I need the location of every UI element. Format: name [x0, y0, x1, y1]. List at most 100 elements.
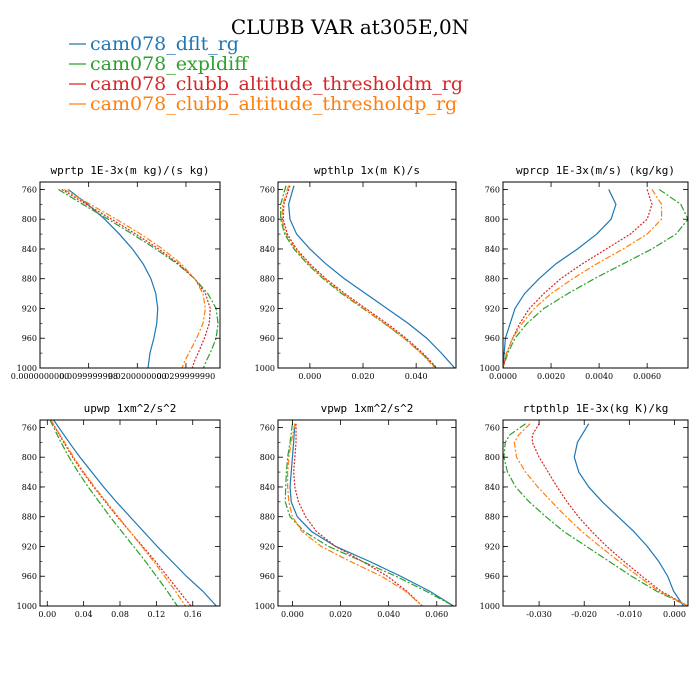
panel-1: wpthlp 1x(m K)/s 760 800 840 880 920 960 1000 0.… [255, 164, 457, 381]
xtick-label-5-2: -0.010 [617, 610, 643, 619]
ytick-label-1-0: 760 [260, 185, 275, 194]
series-line-3-3 [50, 420, 186, 606]
panel-frame-2 [502, 181, 689, 369]
xtick-label-2-1: 0.0020 [537, 372, 565, 381]
ytick-label-4-0: 760 [260, 423, 275, 432]
series-line-4-1 [284, 423, 454, 606]
ytick-label-4-1: 800 [260, 453, 275, 462]
ytick-label-5-0: 760 [485, 423, 500, 432]
panel-frame-0 [39, 181, 221, 369]
figure-title: CLUBB VAR at305E,0N [231, 15, 469, 39]
series-line-4-0 [289, 423, 454, 606]
xtick-label-1-0: 0.000 [298, 372, 321, 381]
panel-frame-4 [277, 419, 457, 607]
xtick-label-5-1: -0.020 [571, 610, 597, 619]
xtick-label-4-1: 0.020 [329, 610, 352, 619]
ytick-label-5-5: 960 [485, 572, 500, 581]
panel-title-0: wprtp 1E-3x(m kg)/(s kg) [51, 164, 210, 177]
panel-frame-3 [39, 419, 221, 607]
panel-title-2: wprcp 1E-3x(m/s) (kg/kg) [516, 164, 675, 177]
series-line-0-2 [61, 188, 211, 368]
xtick-label-3-3: 0.12 [147, 610, 165, 619]
ytick-label-2-2: 840 [485, 245, 500, 254]
xtick-label-2-2: 0.0040 [585, 372, 613, 381]
ytick-label-3-6: 1000 [17, 602, 37, 611]
ytick-label-2-6: 1000 [480, 364, 500, 373]
xtick-label-1-2: 0.040 [405, 372, 428, 381]
panel-title-1: wpthlp 1x(m K)/s [314, 164, 420, 177]
panel-0: wprtp 1E-3x(m kg)/(s kg) 760 800 840 880 920 9… [11, 164, 221, 381]
ytick-label-2-4: 920 [485, 304, 500, 313]
ytick-label-5-4: 920 [485, 542, 500, 551]
panel-frame-1 [277, 181, 457, 369]
legend-label-0: cam078_dflt_rg [90, 33, 239, 55]
ytick-label-4-6: 1000 [255, 602, 275, 611]
series-line-1-1 [280, 185, 437, 368]
series-line-2-2 [503, 189, 653, 368]
legend-label-3: cam078_clubb_altitude_thresholdp_rg [90, 93, 457, 115]
ytick-label-0-6: 1000 [17, 364, 37, 373]
panel-title-3: upwp 1xm^2/s^2 [84, 402, 177, 415]
ytick-label-3-5: 960 [22, 572, 37, 581]
ytick-label-3-4: 920 [22, 542, 37, 551]
legend-label-1: cam078_expldiff [90, 53, 249, 75]
xtick-label-1-1: 0.020 [352, 372, 375, 381]
panel-title-4: vpwp 1xm^2/s^2 [321, 402, 414, 415]
xtick-label-5-0: -0.030 [526, 610, 552, 619]
ytick-label-0-1: 800 [22, 215, 37, 224]
series-line-2-0 [503, 189, 617, 368]
ytick-label-4-4: 920 [260, 542, 275, 551]
ytick-label-1-2: 840 [260, 245, 275, 254]
series-line-3-2 [50, 420, 192, 606]
ytick-label-5-1: 800 [485, 453, 500, 462]
ytick-label-1-4: 920 [260, 304, 275, 313]
series-line-5-0 [573, 423, 684, 606]
ytick-label-3-0: 760 [22, 423, 37, 432]
series-line-1-2 [282, 185, 438, 368]
series-line-3-1 [49, 420, 178, 606]
panel-4: vpwp 1xm^2/s^2 760 800 840 880 920 960 1000 0.00… [255, 402, 457, 619]
legend: cam078_dflt_rgcam078_expldiffcam078_club… [69, 33, 463, 115]
xtick-label-2-0: 0.0000 [489, 372, 517, 381]
xtick-label-4-3: 0.060 [425, 610, 448, 619]
ytick-label-5-2: 840 [485, 483, 500, 492]
ytick-label-0-5: 960 [22, 334, 37, 343]
ytick-label-3-2: 840 [22, 483, 37, 492]
xtick-label-3-2: 0.08 [111, 610, 129, 619]
series-line-0-1 [58, 188, 219, 368]
xtick-label-2-3: 0.0060 [633, 372, 661, 381]
panel-3: upwp 1xm^2/s^2 760 800 840 880 920 960 10000.00… [17, 402, 221, 619]
ytick-label-1-1: 800 [260, 215, 275, 224]
ytick-label-5-6: 1000 [480, 602, 500, 611]
ytick-label-4-5: 960 [260, 572, 275, 581]
xtick-label-0-1: 0.0099999998 [59, 372, 118, 381]
ytick-label-0-3: 880 [22, 275, 37, 284]
panel-5: rtpthlp 1E-3x(kg K)/kg 760 800 840 880 920 960… [480, 402, 689, 619]
ytick-label-4-2: 840 [260, 483, 275, 492]
xtick-label-4-0: 0.000 [281, 610, 304, 619]
series-line-5-1 [503, 423, 688, 606]
xtick-label-3-4: 0.16 [184, 610, 202, 619]
series-line-4-3 [287, 423, 423, 606]
ytick-label-2-0: 760 [485, 185, 500, 194]
xtick-label-5-3: 0.000 [663, 610, 686, 619]
ytick-label-0-4: 920 [22, 304, 37, 313]
series-line-2-1 [503, 188, 688, 368]
series-line-3-0 [53, 420, 217, 606]
series-line-5-2 [531, 423, 688, 606]
legend-label-2: cam078_clubb_altitude_thresholdm_rg [90, 73, 463, 95]
ytick-label-1-5: 960 [260, 334, 275, 343]
xtick-label-4-2: 0.040 [377, 610, 400, 619]
ytick-label-2-5: 960 [485, 334, 500, 343]
xtick-label-0-2: 0.0200000000 [108, 372, 167, 381]
series-line-1-0 [288, 185, 456, 368]
xtick-label-3-0: 0.00 [38, 610, 56, 619]
panel-2: wprcp 1E-3x(m/s) (kg/kg) 760 800 840 880 920 9… [480, 164, 689, 381]
series-line-0-3 [64, 188, 207, 368]
ytick-label-1-3: 880 [260, 275, 275, 284]
xtick-label-0-0: 0.0000000000 [11, 372, 70, 381]
ytick-label-0-2: 840 [22, 245, 37, 254]
ytick-label-1-6: 1000 [255, 364, 275, 373]
xtick-label-0-3: 0.0299999990 [157, 372, 216, 381]
